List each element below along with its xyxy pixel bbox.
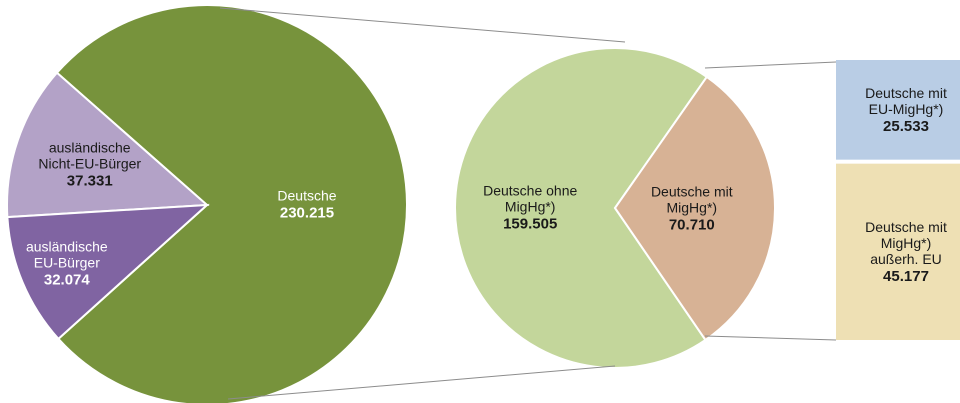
category-label: Deutsche mit MigHg*) außerh. EU — [865, 219, 947, 267]
value-label: 25.533 — [883, 118, 929, 135]
connector-line — [704, 335, 837, 341]
connector-line — [227, 365, 616, 400]
value-label: 70.710 — [669, 216, 715, 233]
pie-slice — [6, 203, 210, 341]
pie-slice — [55, 4, 408, 403]
bar-segment — [836, 163, 960, 340]
pie-slice — [6, 71, 210, 219]
value-label: 32.074 — [44, 272, 91, 289]
category-label: Deutsche mit MigHg*) — [651, 183, 733, 215]
category-label: Deutsche ohne MigHg*) — [483, 182, 577, 214]
bar-segment — [836, 60, 960, 160]
category-label: ausländische Nicht-EU-Bürger — [38, 139, 141, 171]
category-label: Deutsche mit EU-MigHg*) — [865, 85, 947, 117]
value-label: 159.505 — [503, 216, 557, 233]
pie-slice — [454, 47, 709, 369]
value-label: 37.331 — [67, 173, 113, 190]
category-label: ausländische EU-Bürger — [26, 238, 108, 270]
pie-slice — [613, 75, 776, 342]
category-label: Deutsche — [277, 187, 336, 203]
value-label: 230.215 — [280, 204, 334, 221]
value-label: 45.177 — [883, 268, 929, 285]
connector-line — [704, 61, 837, 69]
connector-line — [219, 7, 626, 43]
